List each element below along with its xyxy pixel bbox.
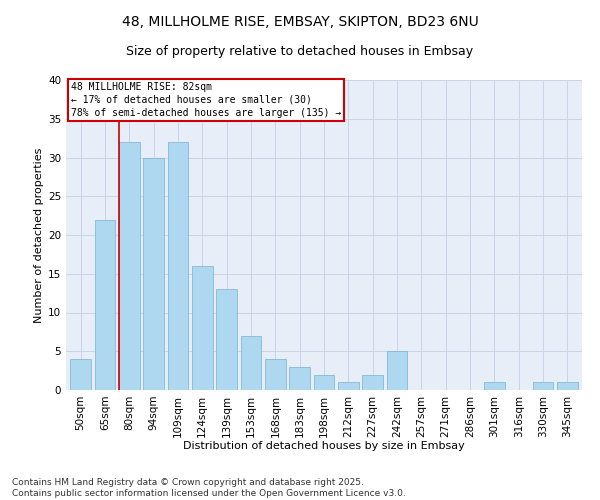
Bar: [484, 382, 505, 390]
Text: 48 MILLHOLME RISE: 82sqm
← 17% of detached houses are smaller (30)
78% of semi-d: 48 MILLHOLME RISE: 82sqm ← 17% of detach…: [71, 82, 341, 118]
Bar: [533, 382, 553, 390]
Bar: [314, 374, 334, 390]
Text: Contains HM Land Registry data © Crown copyright and database right 2025.
Contai: Contains HM Land Registry data © Crown c…: [12, 478, 406, 498]
Bar: [192, 266, 212, 390]
Text: 48, MILLHOLME RISE, EMBSAY, SKIPTON, BD23 6NU: 48, MILLHOLME RISE, EMBSAY, SKIPTON, BD2…: [122, 15, 478, 29]
Bar: [119, 142, 140, 390]
Y-axis label: Number of detached properties: Number of detached properties: [34, 148, 44, 322]
Bar: [70, 359, 91, 390]
Bar: [557, 382, 578, 390]
Bar: [241, 336, 262, 390]
Text: Size of property relative to detached houses in Embsay: Size of property relative to detached ho…: [127, 45, 473, 58]
Bar: [265, 359, 286, 390]
Bar: [289, 367, 310, 390]
Bar: [386, 351, 407, 390]
Bar: [167, 142, 188, 390]
Bar: [338, 382, 359, 390]
X-axis label: Distribution of detached houses by size in Embsay: Distribution of detached houses by size …: [183, 441, 465, 451]
Bar: [143, 158, 164, 390]
Bar: [95, 220, 115, 390]
Bar: [216, 289, 237, 390]
Bar: [362, 374, 383, 390]
